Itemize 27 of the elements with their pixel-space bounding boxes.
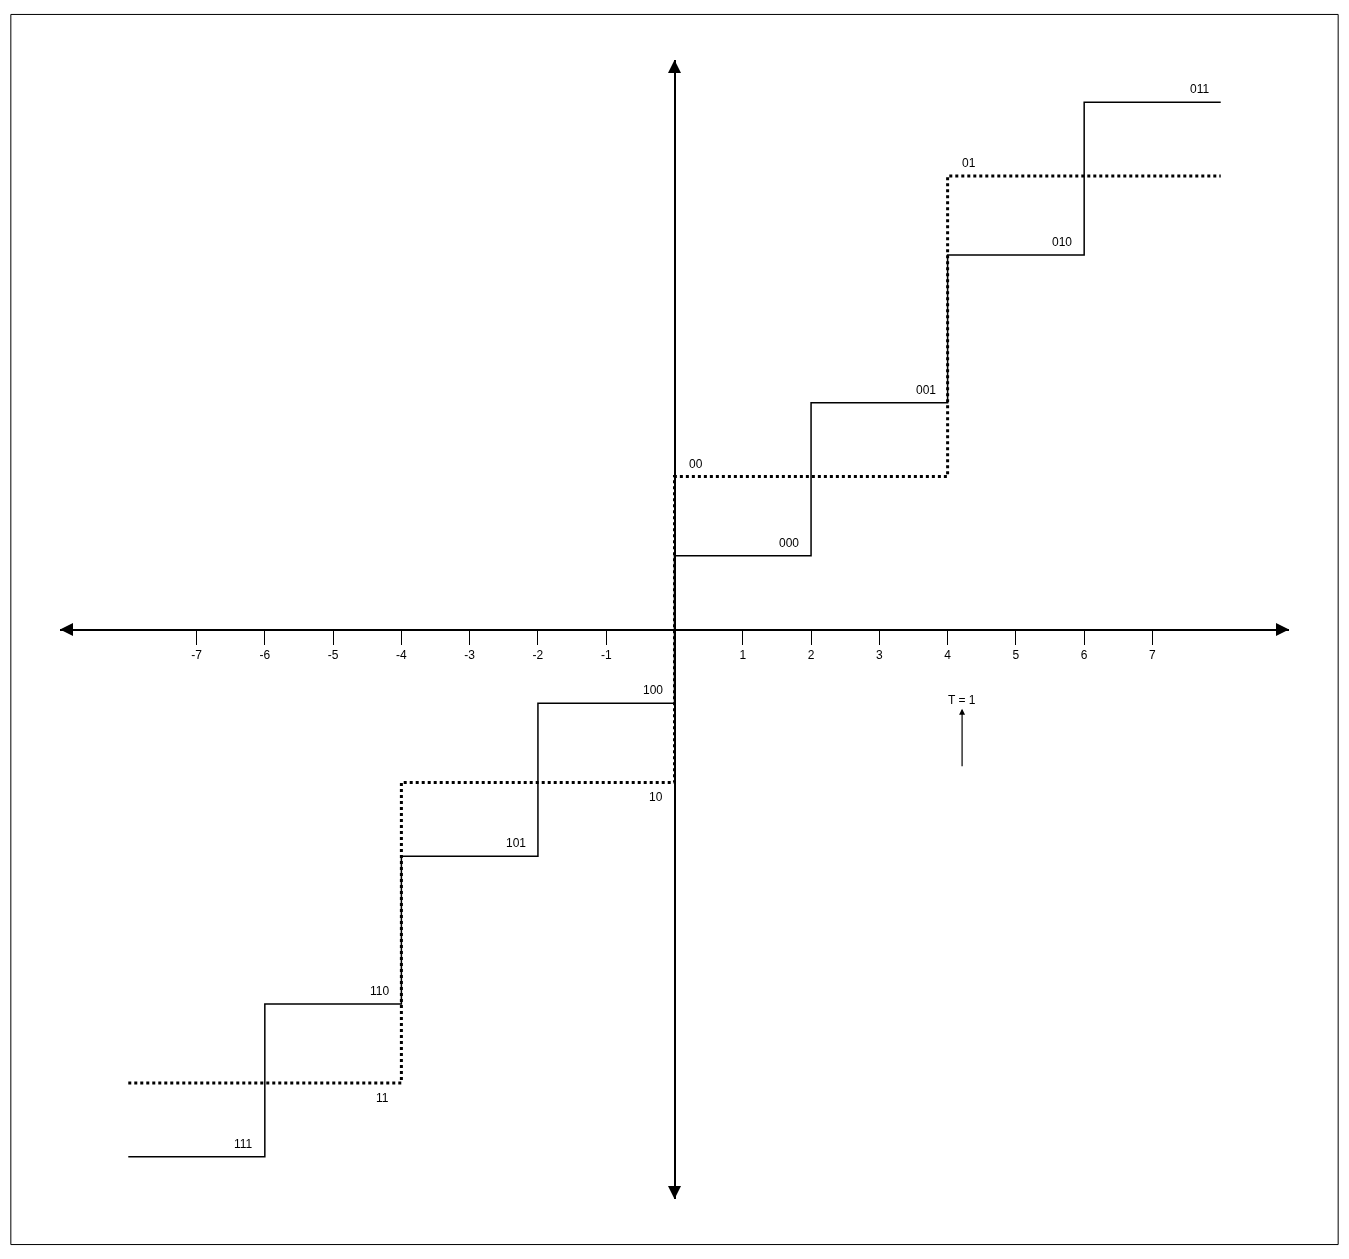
x-tick-label: 1 [739, 647, 747, 662]
x-tick-label: 5 [1012, 647, 1020, 662]
x-tick-label: 3 [875, 647, 883, 662]
annotation: T = 1 [948, 693, 976, 707]
annotation: 110 [370, 984, 390, 998]
annotation: 11 [376, 1091, 389, 1105]
x-tick-label: 7 [1149, 647, 1157, 662]
x-tick-label: -5 [327, 647, 339, 662]
annotation: 111 [234, 1137, 253, 1151]
x-tick-label: 4 [944, 647, 952, 662]
x-tick-label: 2 [807, 647, 815, 662]
annotation: 01 [962, 156, 976, 170]
x-tick-label: -3 [464, 647, 476, 662]
x-tick-label: -7 [191, 647, 203, 662]
x-tick-label: -4 [396, 647, 408, 662]
x-tick-label: -1 [600, 647, 612, 662]
annotation: 000 [779, 536, 800, 550]
annotation: 010 [1052, 235, 1073, 249]
annotation: 100 [643, 683, 664, 697]
annotation: 011 [1190, 82, 1210, 96]
x-tick-label: -2 [532, 647, 544, 662]
annotation: 00 [689, 457, 703, 471]
annotation: 101 [506, 836, 527, 850]
annotation: 10 [649, 790, 663, 804]
x-tick-label: 6 [1080, 647, 1088, 662]
x-tick-label: -6 [259, 647, 271, 662]
annotation: 001 [916, 383, 937, 397]
